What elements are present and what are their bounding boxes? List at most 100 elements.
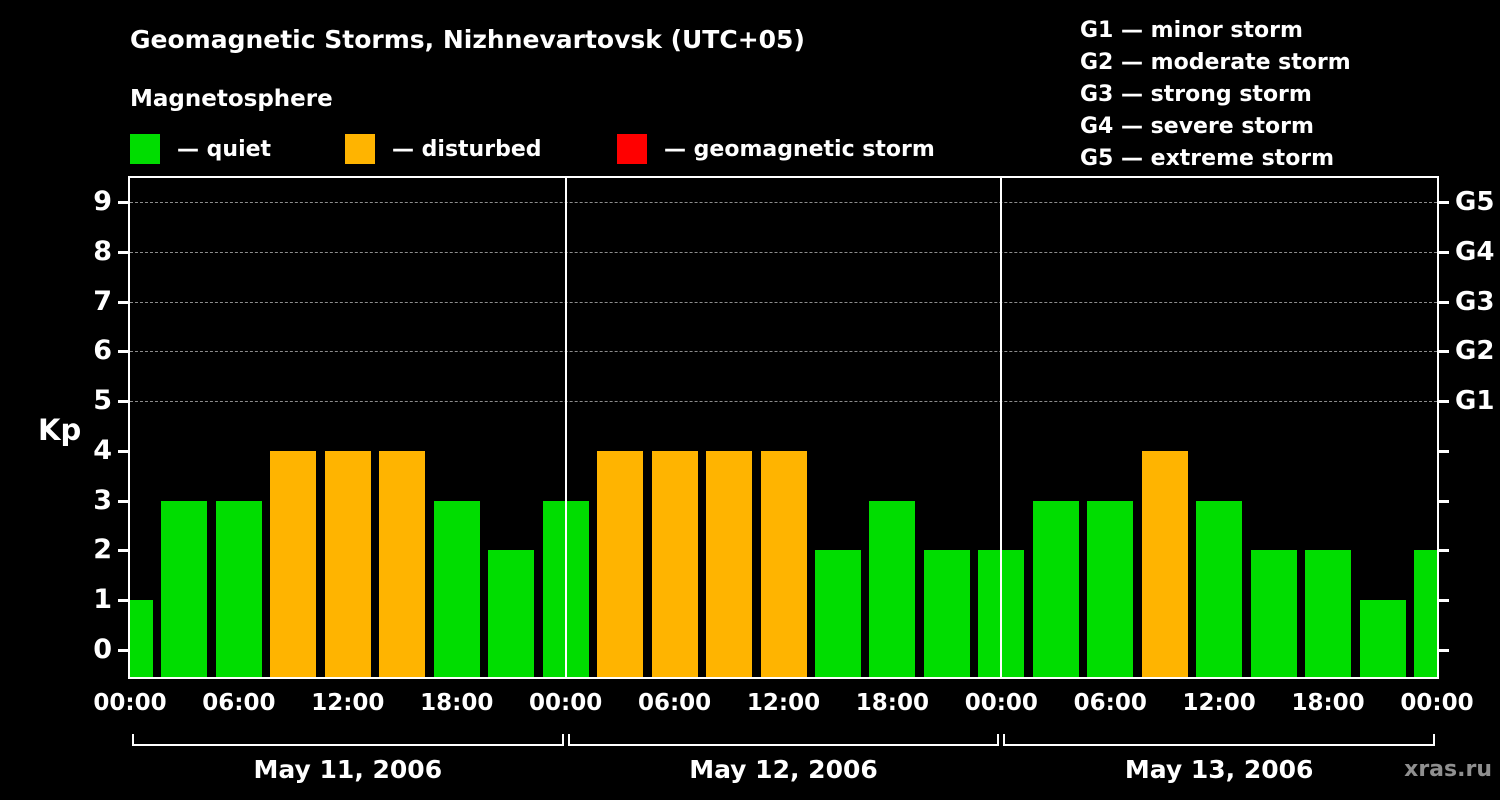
- day-bracket-tick-left: [132, 734, 134, 746]
- y-axis-label: 5: [93, 385, 112, 417]
- kp-bar: [1032, 500, 1079, 677]
- plot-border-top: [128, 176, 1439, 178]
- x-axis-label: 18:00: [1291, 690, 1365, 716]
- y-axis-tick-right: [1439, 599, 1449, 603]
- y-axis-tick-left: [118, 350, 128, 354]
- kp-bar: [161, 500, 208, 677]
- day-divider-line: [564, 178, 567, 677]
- day-bracket-line: [567, 744, 1000, 746]
- kp-bar: [1141, 450, 1188, 677]
- day-bracket-tick-left: [1003, 734, 1006, 746]
- day-bracket-line: [132, 744, 564, 746]
- y-axis-label: 4: [93, 434, 112, 466]
- day-bracket-line: [1003, 744, 1435, 746]
- x-axis-label: 12:00: [311, 690, 385, 716]
- y-axis-label: 6: [93, 335, 112, 367]
- g-scale-legend: G1 — minor storm G2 — moderate storm G3 …: [1080, 15, 1351, 175]
- legend-item-storm: — geomagnetic storm: [617, 134, 935, 164]
- y-axis-tick-left: [118, 599, 128, 603]
- page-title: Geomagnetic Storms, Nizhnevartovsk (UTC+…: [130, 25, 805, 54]
- g-level-label: G2: [1455, 336, 1495, 367]
- kp-bar: [651, 450, 698, 677]
- g1-legend-line: G1 — minor storm: [1080, 18, 1303, 43]
- kp-bar: [130, 600, 153, 677]
- kp-bar: [1250, 550, 1297, 677]
- y-axis-tick-right: [1439, 499, 1449, 503]
- kp-bar: [1305, 550, 1352, 677]
- x-axis-label: 18:00: [855, 690, 930, 716]
- kp-bar: [433, 500, 480, 677]
- day-bracket-tick-right: [997, 734, 1000, 746]
- kp-gridline: [130, 401, 1437, 403]
- x-axis-label: 12:00: [746, 690, 821, 716]
- date-label: May 12, 2006: [689, 755, 878, 784]
- kp-bar: [1414, 550, 1437, 677]
- y-axis-tick-left: [118, 300, 128, 304]
- quiet-color-swatch: [130, 134, 160, 164]
- date-label: May 13, 2006: [1124, 755, 1314, 784]
- kp-gridline: [130, 351, 1437, 353]
- y-axis-label: 2: [93, 534, 112, 566]
- y-axis-label: 1: [93, 584, 112, 616]
- day-bracket-tick-left: [567, 734, 570, 746]
- y-axis-tick-right: [1439, 350, 1449, 354]
- y-axis-tick-left: [118, 449, 128, 453]
- g2-legend-line: G2 — moderate storm: [1080, 50, 1351, 75]
- y-axis-label: 8: [93, 235, 112, 267]
- kp-gridline: [130, 301, 1437, 303]
- g4-legend-line: G4 — severe storm: [1080, 114, 1314, 139]
- kp-bar: [1359, 600, 1406, 677]
- day-bracket-tick-right: [561, 734, 564, 746]
- kp-bar: [597, 450, 644, 677]
- kp-bar: [814, 550, 861, 677]
- y-axis-label: 9: [93, 186, 112, 217]
- y-axis-tick-right: [1439, 400, 1449, 404]
- disturbed-color-swatch: [345, 134, 375, 164]
- x-axis-label: 12:00: [1182, 690, 1256, 716]
- g-level-label: G3: [1455, 286, 1495, 317]
- y-axis-tick-left: [118, 499, 128, 503]
- legend-label-storm: — geomagnetic storm: [664, 136, 935, 162]
- plot-border-left: [128, 176, 130, 679]
- kp-bar: [215, 500, 262, 677]
- kp-bar: [923, 550, 970, 677]
- kp-bar: [706, 450, 753, 677]
- x-axis-label: 06:00: [637, 690, 712, 716]
- legend-item-quiet: — quiet: [130, 134, 271, 164]
- kp-bar: [379, 450, 426, 677]
- y-axis-tick-right: [1439, 449, 1449, 453]
- y-axis-tick-right: [1439, 649, 1449, 652]
- watermark: xras.ru: [1404, 757, 1492, 782]
- plot-border-right: [1437, 176, 1439, 679]
- g-level-label: G5: [1455, 187, 1495, 217]
- x-axis-label: 18:00: [420, 690, 494, 716]
- kp-bar: [488, 550, 535, 677]
- kp-bar: [324, 450, 371, 677]
- x-axis-label: 00:00: [1400, 690, 1474, 716]
- date-label: May 11, 2006: [253, 755, 443, 784]
- y-axis-tick-left: [118, 201, 128, 204]
- legend-item-disturbed: — disturbed: [345, 134, 542, 164]
- x-axis-label: 06:00: [202, 690, 276, 716]
- y-axis-label: 0: [93, 634, 112, 665]
- x-axis-label: 06:00: [1073, 690, 1147, 716]
- kp-bar: [760, 450, 807, 677]
- storm-color-swatch: [617, 134, 647, 164]
- kp-bar: [869, 500, 916, 677]
- x-axis-label: 00:00: [93, 690, 167, 716]
- kp-bar: [1087, 500, 1134, 677]
- plot-border-bottom: [128, 677, 1439, 679]
- y-axis-tick-left: [118, 549, 128, 553]
- subtitle-magnetosphere: Magnetosphere: [130, 86, 333, 112]
- y-axis-title: Kp: [38, 413, 82, 447]
- y-axis-tick-left: [118, 649, 128, 652]
- y-axis-tick-right: [1439, 549, 1449, 553]
- kp-gridline: [130, 251, 1437, 253]
- y-axis-tick-right: [1439, 201, 1449, 204]
- legend-label-disturbed: — disturbed: [392, 136, 542, 162]
- x-axis-label: 00:00: [529, 690, 603, 716]
- y-axis-label: 7: [93, 285, 112, 317]
- y-axis-tick-left: [118, 250, 128, 254]
